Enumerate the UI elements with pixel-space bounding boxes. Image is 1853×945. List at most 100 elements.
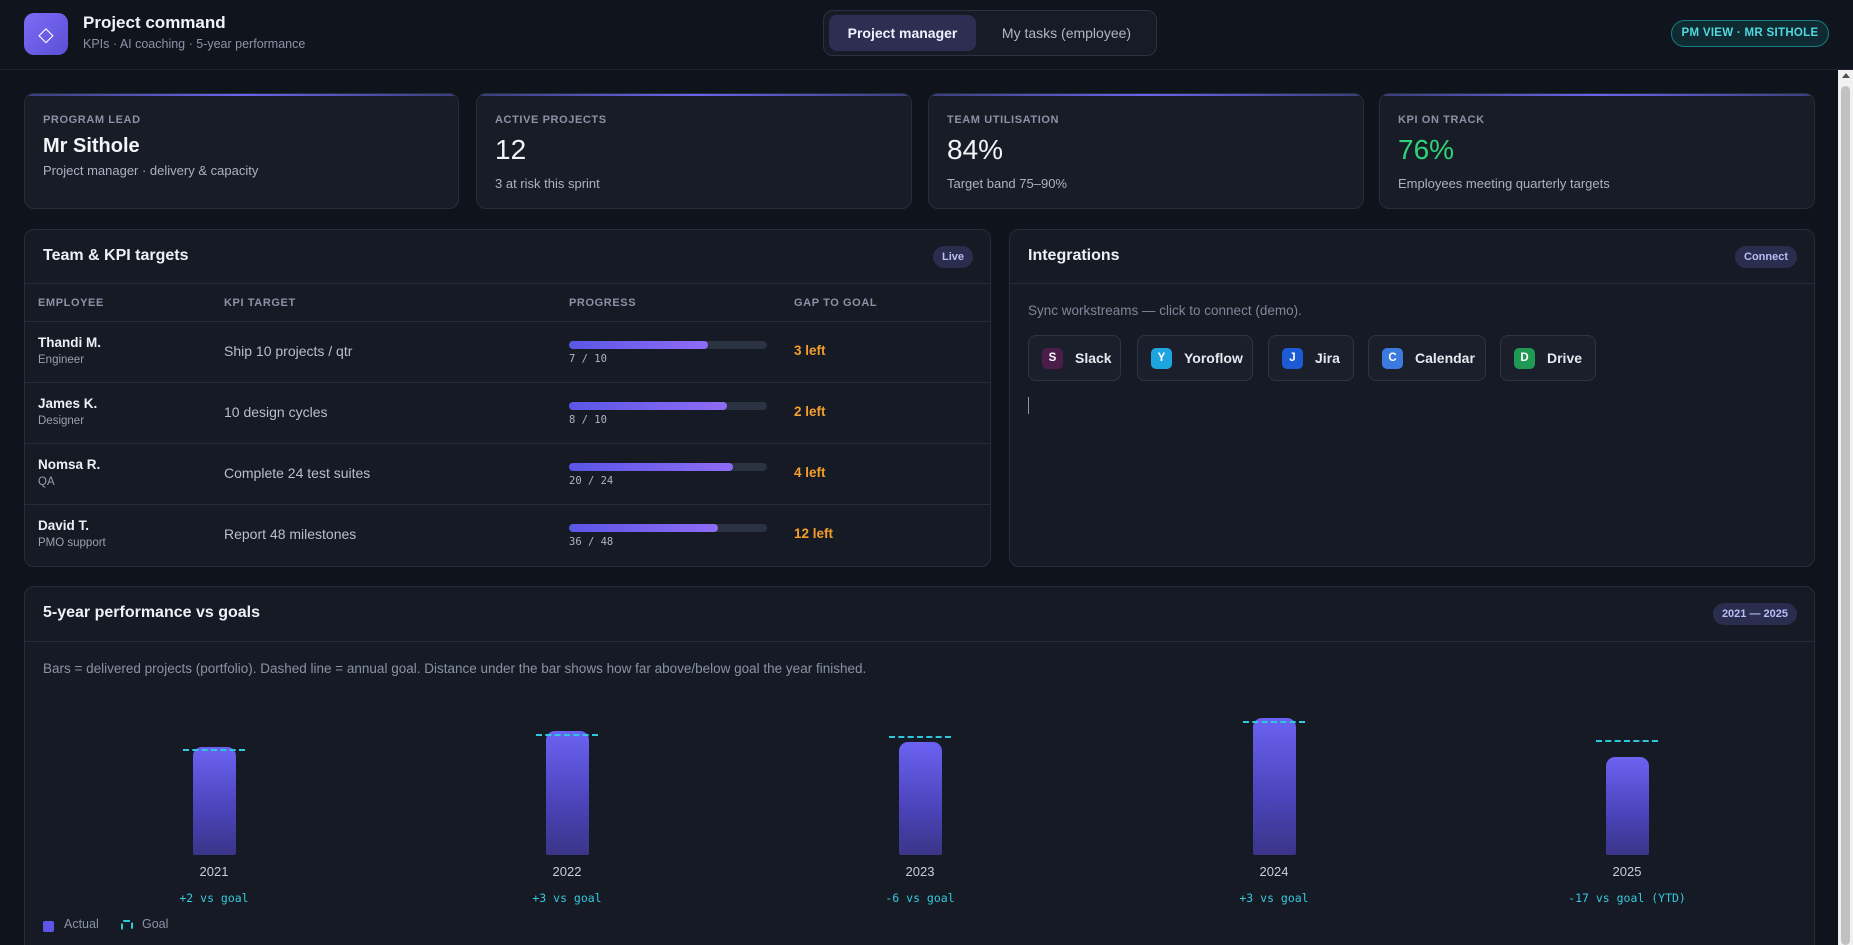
kpi-label: TEAM UTILISATION: [947, 114, 1060, 126]
progress-fill: [569, 402, 728, 410]
panel-header: Integrations Connect: [1010, 230, 1814, 284]
table-row[interactable]: Nomsa R. QA Complete 24 test suites 20 / 24…: [25, 443, 990, 504]
vs-goal-label: -6 vs goal: [885, 891, 955, 905]
table-row[interactable]: Thandi M. Engineer Ship 10 projects / qtr 7…: [25, 321, 990, 382]
vs-goal-label: -17 vs goal (YTD): [1568, 891, 1686, 905]
panel-header: Team & KPI targets Live: [25, 230, 990, 284]
kpi-desc: Employees meeting quarterly targets: [1398, 176, 1610, 191]
goal-line-2022: [536, 734, 598, 736]
integration-yoroflow-button[interactable]: Y Yoroflow: [1137, 335, 1253, 381]
gap-to-goal: 3 left: [794, 343, 826, 358]
integration-label: Drive: [1547, 350, 1583, 366]
text-caret: [1028, 397, 1029, 414]
year-label: 2022: [552, 864, 582, 879]
goal-line-2024: [1243, 721, 1305, 723]
calendar-icon: C: [1382, 348, 1403, 369]
kpi-value: Mr Sithole: [43, 135, 140, 157]
year-label: 2021: [199, 864, 229, 879]
slack-icon: S: [1042, 348, 1063, 369]
gap-to-goal: 2 left: [794, 404, 826, 419]
tab-project-manager[interactable]: Project manager: [829, 15, 976, 51]
table-row[interactable]: David T. PMO support Report 48 milestones 3…: [25, 504, 990, 565]
employee-name: Nomsa R.: [38, 457, 101, 472]
kpi-label: KPI ON TRACK: [1398, 114, 1485, 126]
panel-title: 5-year performance vs goals: [43, 604, 260, 621]
employee-role: QA: [38, 476, 55, 488]
legend-actual-label: Actual: [64, 917, 99, 931]
vs-goal-label: +2 vs goal: [179, 891, 249, 905]
kpi-target: Complete 24 test suites: [224, 465, 371, 481]
progress-text: 8 / 10: [569, 414, 607, 426]
kpi-card-program-lead: PROGRAM LEAD Mr Sithole Project manager …: [24, 93, 459, 209]
progress-fill: [569, 524, 718, 532]
progress-fill: [569, 463, 734, 471]
panel-title: Team & KPI targets: [43, 247, 189, 264]
jira-icon: J: [1282, 348, 1303, 369]
integration-drive-button[interactable]: D Drive: [1500, 335, 1596, 381]
progress-text: 36 / 48: [569, 536, 614, 548]
col-header-progress: PROGRESS: [569, 297, 637, 309]
kpi-card-kpi-on-track: KPI ON TRACK 76% Employees meeting quart…: [1379, 93, 1815, 209]
kpi-card-team-utilisation: TEAM UTILISATION 84% Target band 75–90%: [928, 93, 1364, 209]
progress-bar: [569, 402, 767, 410]
scroll-up-icon[interactable]: [1842, 73, 1850, 78]
team-kpi-panel: Team & KPI targets Live EMPLOYEE KPI TAR…: [24, 229, 991, 567]
yoroflow-icon: Y: [1151, 348, 1172, 369]
bar-actual-2022[interactable]: [546, 731, 589, 855]
connect-button[interactable]: Connect: [1735, 246, 1797, 268]
legend-goal-swatch: [121, 920, 133, 931]
integration-label: Jira: [1315, 350, 1340, 366]
table-row[interactable]: James K. Designer 10 design cycles 8 / 10 2 …: [25, 382, 990, 443]
app-subtitle: KPIs · AI coaching · 5-year performance: [83, 37, 306, 51]
year-label: 2025: [1612, 864, 1642, 879]
integration-label: Slack: [1075, 350, 1112, 366]
kpi-card-active-projects: ACTIVE PROJECTS 12 3 at risk this sprint: [476, 93, 912, 209]
progress-bar: [569, 524, 767, 532]
legend-actual-swatch: [43, 921, 54, 932]
kpi-target: Ship 10 projects / qtr: [224, 343, 353, 359]
tab-my-tasks[interactable]: My tasks (employee): [1001, 25, 1132, 41]
kpi-desc: Project manager · delivery & capacity: [43, 163, 259, 178]
bar-actual-2024[interactable]: [1253, 718, 1296, 855]
employee-role: Engineer: [38, 354, 85, 366]
kpi-label: PROGRAM LEAD: [43, 114, 141, 126]
progress-text: 7 / 10: [569, 353, 607, 365]
vs-goal-label: +3 vs goal: [1239, 891, 1309, 905]
col-header-gap: GAP TO GOAL: [794, 297, 878, 309]
app-logo-icon: ◇: [24, 13, 68, 55]
performance-panel: 5-year performance vs goals 2021 — 2025 …: [24, 586, 1815, 945]
integration-slack-button[interactable]: S Slack: [1028, 335, 1121, 381]
integrations-note: Sync workstreams — click to connect (dem…: [1028, 303, 1302, 318]
year-label: 2024: [1259, 864, 1289, 879]
integration-calendar-button[interactable]: C Calendar: [1368, 335, 1486, 381]
legend-goal-label: Goal: [142, 917, 169, 931]
performance-note: Bars = delivered projects (portfolio). D…: [43, 661, 867, 676]
bar-actual-2023[interactable]: [899, 742, 942, 855]
progress-fill: [569, 341, 708, 349]
bar-actual-2025[interactable]: [1606, 757, 1649, 855]
progress-bar: [569, 341, 767, 349]
top-bar: ◇ Project command KPIs · AI coaching · 5…: [0, 0, 1853, 70]
view-switcher: Project manager My tasks (employee): [823, 10, 1157, 56]
col-header-employee: EMPLOYEE: [38, 297, 104, 309]
employee-name: Thandi M.: [38, 335, 101, 350]
panel-header: 5-year performance vs goals 2021 — 2025: [25, 587, 1814, 642]
employee-role: PMO support: [38, 537, 106, 549]
integrations-panel: Integrations Connect Sync workstreams — …: [1009, 229, 1815, 567]
kpi-value: 76%: [1398, 134, 1455, 165]
integration-label: Yoroflow: [1184, 350, 1243, 366]
gap-to-goal: 12 left: [794, 526, 834, 541]
goal-line-2025: [1596, 740, 1658, 742]
bar-actual-2021[interactable]: [193, 747, 236, 855]
employee-name: James K.: [38, 396, 98, 411]
app-title: Project command: [83, 13, 226, 32]
goal-line-2023: [889, 736, 951, 738]
col-header-kpi-target: KPI TARGET: [224, 297, 296, 309]
kpi-value: 84%: [947, 134, 1004, 165]
live-badge: Live: [932, 246, 973, 268]
scrollbar-thumb[interactable]: [1841, 86, 1850, 945]
kpi-desc: 3 at risk this sprint: [495, 176, 600, 191]
gap-to-goal: 4 left: [794, 465, 826, 480]
progress-text: 20 / 24: [569, 475, 614, 487]
integration-jira-button[interactable]: J Jira: [1268, 335, 1354, 381]
